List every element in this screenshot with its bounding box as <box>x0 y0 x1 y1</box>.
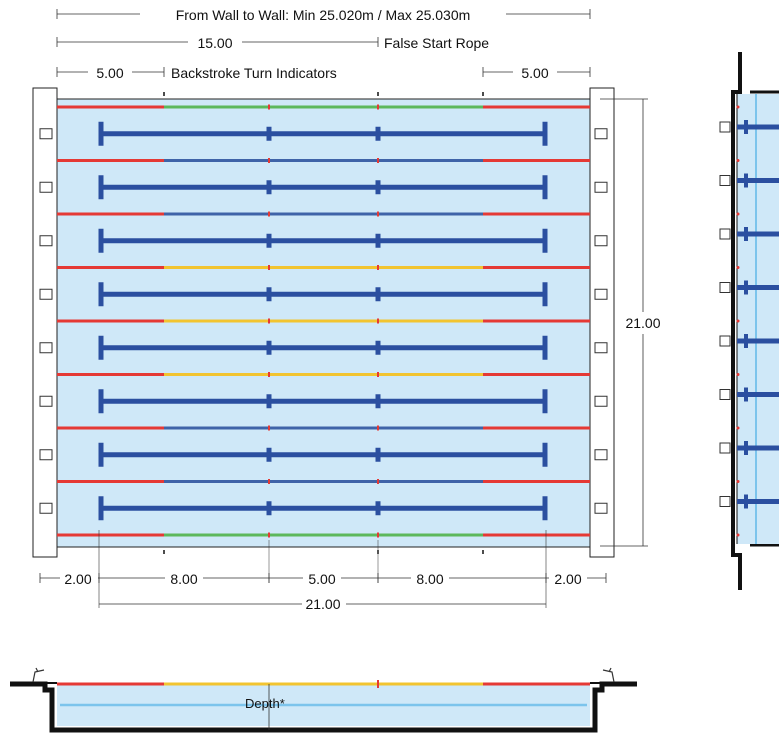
starting-block-icon <box>719 228 731 240</box>
lane-marking <box>98 175 548 200</box>
bottom-segment-1: 2.00 <box>64 571 91 587</box>
lane-rope <box>57 372 590 377</box>
side-rope-dot <box>736 212 740 216</box>
starting-block-icon <box>719 282 731 293</box>
dimension-pool-width: 21.00 <box>600 98 666 547</box>
false-start-distance: 15.00 <box>197 35 232 51</box>
lane-rope <box>57 532 590 538</box>
side-rope-dot <box>736 105 740 109</box>
bottom-segment-5: 2.00 <box>554 571 581 587</box>
dimension-false-start: 15.00 False Start Rope <box>56 33 489 51</box>
starting-block-icon <box>39 288 53 300</box>
lane-ropes <box>57 104 590 538</box>
starting-block-icon <box>594 502 608 514</box>
lane-rope <box>57 318 590 324</box>
side-rope-dot <box>736 159 740 162</box>
starting-block-icon <box>594 181 608 193</box>
wall-to-wall-label: From Wall to Wall: Min 25.020m / Max 25.… <box>176 7 471 23</box>
pool-plan <box>32 87 615 558</box>
pool-width-value: 21.00 <box>625 315 660 331</box>
starting-block-icon <box>594 235 608 247</box>
left-end-wall <box>32 87 58 558</box>
lane-marking <box>98 442 548 467</box>
lane-rope <box>57 479 590 484</box>
side-rope-dot <box>736 266 740 269</box>
cross-section-view: Depth* <box>10 667 637 733</box>
dimension-backstroke: 5.00 Backstroke Turn Indicators 5.00 <box>56 63 591 81</box>
lane-marking <box>98 335 548 360</box>
lane-rope <box>57 425 590 431</box>
lane-rope <box>57 211 590 217</box>
starting-block-icon <box>719 389 731 400</box>
starting-block-icon <box>594 449 608 461</box>
lane-marking <box>98 389 548 414</box>
bottom-total-value: 21.00 <box>305 596 340 612</box>
right-end-wall <box>589 87 615 558</box>
lane-marking <box>98 282 548 307</box>
side-section-view <box>719 52 779 590</box>
starting-block-icon <box>32 667 615 683</box>
starting-block-icon <box>719 442 731 454</box>
backstroke-label: Backstroke Turn Indicators <box>171 65 337 81</box>
starting-block-icon <box>719 496 731 507</box>
starting-block-icon <box>719 121 731 133</box>
starting-block-icon <box>39 449 53 461</box>
dimension-wall-to-wall: From Wall to Wall: Min 25.020m / Max 25.… <box>56 4 591 24</box>
starting-block-icon <box>594 128 608 140</box>
starting-block-icon <box>39 502 53 514</box>
starting-blocks <box>39 128 608 514</box>
lane-rope <box>57 158 590 163</box>
backstroke-right-distance: 5.00 <box>521 65 548 81</box>
pool-water <box>56 98 591 548</box>
side-rope-dot <box>736 373 740 376</box>
lane-marking <box>98 228 548 253</box>
side-rope-dot <box>736 319 740 323</box>
lane-rope <box>57 104 590 110</box>
side-rope-dot <box>736 480 740 483</box>
starting-block-icon <box>39 342 53 354</box>
starting-block-icon <box>719 175 731 186</box>
starting-block-icon <box>719 335 731 347</box>
starting-block-icon <box>594 342 608 354</box>
dimension-bottom-total: 21.00 <box>98 530 547 613</box>
bottom-segment-4: 8.00 <box>416 571 443 587</box>
lane-marking <box>98 121 548 146</box>
starting-block-icon <box>39 181 53 193</box>
lane-marking <box>98 496 548 521</box>
lane-markings <box>98 121 548 521</box>
false-start-label: False Start Rope <box>384 35 489 51</box>
bottom-segment-2: 8.00 <box>170 571 197 587</box>
starting-block-icon <box>39 395 53 407</box>
starting-block-icon <box>594 395 608 407</box>
bottom-segment-3: 5.00 <box>308 571 335 587</box>
side-rope-dot <box>736 533 740 537</box>
starting-block-icon <box>39 128 53 140</box>
starting-block-icon <box>594 288 608 300</box>
side-rope-dot <box>736 426 740 430</box>
depth-label: Depth* <box>245 696 285 711</box>
lane-rope <box>57 265 590 270</box>
backstroke-left-distance: 5.00 <box>96 65 123 81</box>
starting-block-icon <box>39 235 53 247</box>
